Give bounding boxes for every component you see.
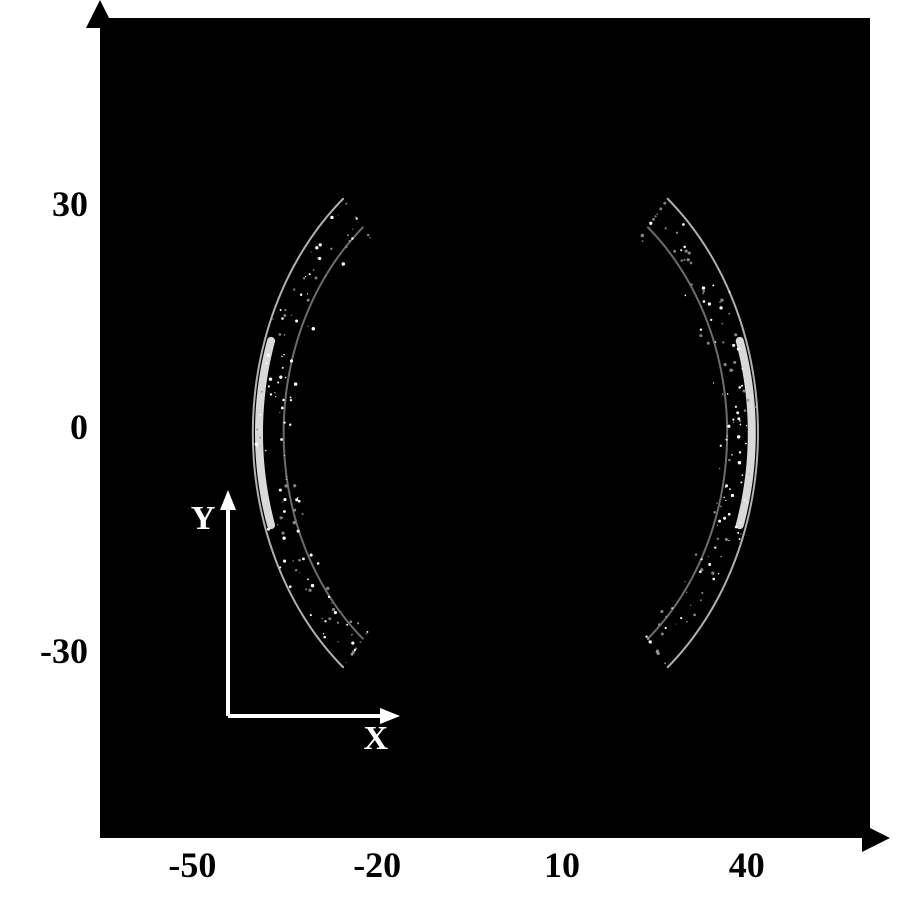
inset-y-axis-arrowhead (220, 490, 236, 510)
inset-x-axis-line (228, 714, 382, 718)
inset-y-label: Y (191, 500, 216, 538)
plot-area: Y X (100, 18, 870, 838)
x-tick-label: -20 (353, 844, 401, 886)
y-tick-label: 30 (52, 183, 88, 225)
y-tick-label: -30 (40, 630, 88, 672)
x-tick-label: 10 (544, 844, 580, 886)
ring-plot (105, 23, 875, 843)
x-tick-label: -50 (168, 844, 216, 886)
inset-x-label: X (364, 720, 389, 758)
x-tick-label: 40 (729, 844, 765, 886)
y-tick-label: 0 (70, 406, 88, 448)
inset-y-axis-line (226, 508, 230, 717)
chart-container: Y X 30 0 -30 -50 -20 10 40 (0, 0, 899, 920)
